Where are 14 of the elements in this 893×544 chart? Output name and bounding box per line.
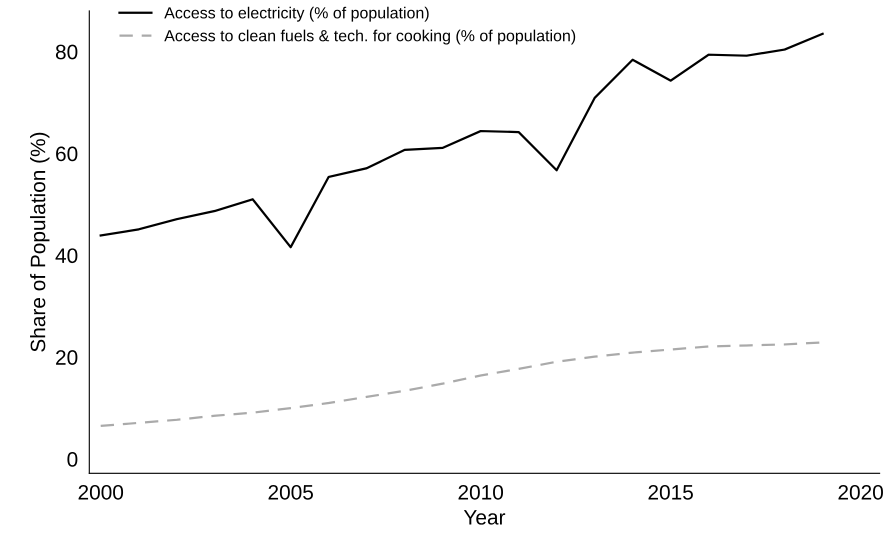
- x-tick-label: 2000: [78, 484, 124, 500]
- x-tick-label: 2005: [268, 484, 313, 500]
- y-tick-label: 0: [67, 452, 78, 467]
- y-tick-label: 20: [56, 350, 78, 365]
- x-tick-label: 2015: [648, 484, 693, 500]
- y-tick-label: 40: [55, 248, 78, 264]
- y-tick-label: 60: [56, 146, 78, 162]
- legend-label: Access to electricity (% of population): [164, 6, 429, 22]
- y-tick-label: 80: [56, 44, 78, 60]
- legend-label: Access to clean fuels & tech. for cooking (% of population): [164, 30, 576, 45]
- x-tick-label: 2010: [458, 484, 504, 500]
- x-tick-label: 2020: [838, 484, 883, 500]
- x-axis-title: Year: [464, 510, 506, 525]
- y-axis-title: Share of Population (%): [30, 132, 50, 352]
